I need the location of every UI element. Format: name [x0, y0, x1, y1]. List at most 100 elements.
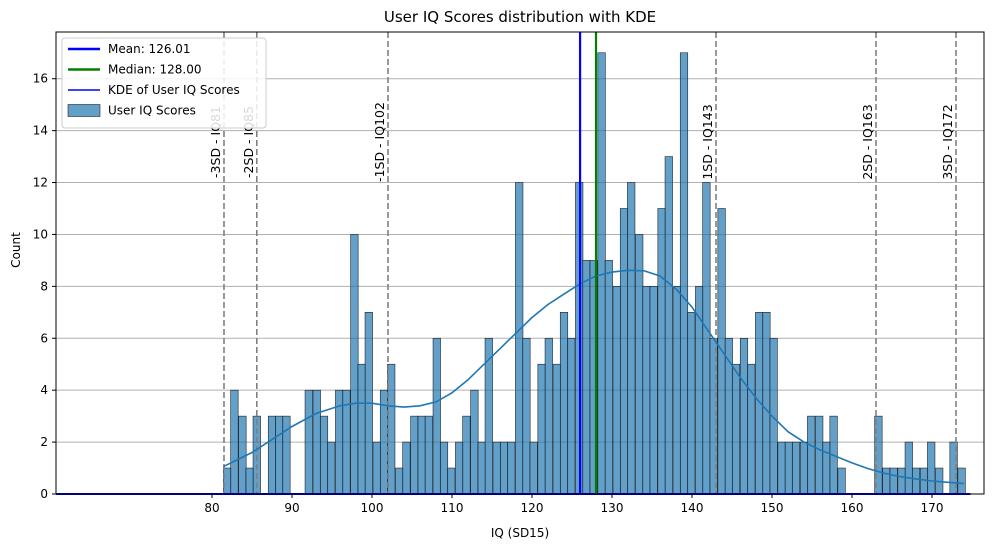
sd-line-label: -1SD - IQ102 — [372, 102, 387, 182]
histogram-bar — [627, 183, 635, 494]
histogram-bar — [665, 157, 673, 494]
histogram-bar — [440, 442, 448, 494]
histogram-bar — [635, 234, 643, 494]
histogram-bar — [463, 416, 471, 494]
histogram-bar — [785, 442, 793, 494]
histogram-bars — [223, 53, 965, 494]
histogram-bar — [500, 442, 508, 494]
y-tick-label: 16 — [33, 72, 48, 86]
histogram-bar — [703, 183, 711, 494]
sd-line-label: 3SD - IQ172 — [940, 104, 955, 179]
histogram-bar — [515, 183, 523, 494]
y-tick-label: 2 — [40, 435, 48, 449]
x-tick-label: 150 — [761, 501, 784, 515]
histogram-bar — [605, 260, 613, 494]
histogram-bar — [613, 286, 621, 494]
x-axis-label: IQ (SD15) — [491, 526, 549, 540]
histogram-bar — [560, 312, 568, 494]
histogram-bar — [403, 442, 411, 494]
sd-line-label: 1SD - IQ143 — [700, 104, 715, 179]
histogram-bar — [898, 468, 906, 494]
histogram-bar — [583, 260, 591, 494]
legend-label: Mean: 126.01 — [108, 42, 191, 56]
y-tick-label: 0 — [40, 487, 48, 501]
histogram-bar — [493, 442, 501, 494]
histogram-bar — [523, 338, 531, 494]
legend-label: User IQ Scores — [108, 104, 196, 118]
histogram-bar — [740, 338, 748, 494]
histogram-bar — [246, 468, 254, 494]
y-tick-label: 10 — [33, 227, 48, 241]
histogram-bar — [800, 442, 808, 494]
histogram-bar — [687, 312, 695, 494]
y-axis-ticks: 0 2 4 6 8 10 12 14 16 — [33, 72, 56, 501]
histogram-bar — [223, 468, 231, 494]
histogram-bar — [447, 468, 455, 494]
y-tick-label: 6 — [40, 331, 48, 345]
histogram-bar — [778, 442, 786, 494]
histogram-bar — [958, 468, 966, 494]
histogram-bar — [507, 442, 515, 494]
histogram-bar — [680, 53, 688, 494]
histogram-bar — [650, 286, 658, 494]
legend-label: Median: 128.00 — [108, 63, 202, 77]
x-axis-ticks: 80 90 100 110 120 130 140 150 160 170 — [204, 494, 943, 515]
histogram-bar — [433, 338, 441, 494]
x-tick-label: 120 — [521, 501, 544, 515]
histogram-bar — [351, 234, 359, 494]
histogram-bar — [823, 442, 831, 494]
y-tick-label: 14 — [33, 124, 48, 138]
y-tick-label: 8 — [40, 279, 48, 293]
histogram-bar — [538, 364, 546, 494]
histogram-bar — [395, 468, 403, 494]
histogram-bar — [905, 442, 913, 494]
histogram-bar — [553, 364, 561, 494]
histogram-bar — [643, 286, 651, 494]
histogram-bar — [313, 390, 321, 494]
x-tick-label: 80 — [204, 501, 219, 515]
histogram-bar — [620, 208, 628, 494]
histogram-bar — [275, 416, 283, 494]
x-tick-label: 100 — [361, 501, 384, 515]
histogram-bar — [912, 468, 920, 494]
x-tick-label: 160 — [841, 501, 864, 515]
histogram-bar — [425, 416, 433, 494]
histogram-bar — [838, 468, 846, 494]
histogram-bar — [418, 416, 426, 494]
histogram-bar — [411, 416, 419, 494]
histogram-bar — [815, 416, 823, 494]
y-tick-label: 12 — [33, 176, 48, 190]
x-tick-label: 110 — [441, 501, 464, 515]
histogram-bar — [567, 338, 575, 494]
x-tick-label: 140 — [681, 501, 704, 515]
histogram-bar — [545, 338, 553, 494]
x-tick-label: 90 — [284, 501, 299, 515]
histogram-bar — [883, 468, 891, 494]
legend: Mean: 126.01 Median: 128.00 KDE of User IQ… — [62, 38, 266, 128]
histogram-bar — [231, 390, 239, 494]
legend-label: KDE of User IQ Scores — [108, 83, 240, 97]
sd-line-label: 2SD - IQ163 — [860, 104, 875, 179]
histogram-bar — [373, 442, 381, 494]
y-tick-label: 4 — [40, 383, 48, 397]
x-tick-label: 130 — [601, 501, 624, 515]
histogram-bar — [478, 442, 486, 494]
histogram-bar — [673, 286, 681, 494]
x-tick-label: 170 — [921, 501, 944, 515]
histogram-bar — [327, 442, 335, 494]
histogram-bar — [807, 416, 815, 494]
histogram-bar — [755, 312, 763, 494]
histogram-bar — [358, 364, 366, 494]
histogram-bar — [268, 416, 276, 494]
histogram-bar — [658, 208, 666, 494]
legend-swatch — [68, 105, 100, 117]
y-axis-label: Count — [9, 232, 23, 268]
histogram-bar — [320, 416, 328, 494]
histogram-bar — [747, 364, 755, 494]
histogram-bar — [471, 390, 479, 494]
histogram-bar — [455, 442, 463, 494]
histogram-bar — [890, 468, 898, 494]
histogram-bar — [763, 312, 771, 494]
histogram-bar — [530, 442, 538, 494]
